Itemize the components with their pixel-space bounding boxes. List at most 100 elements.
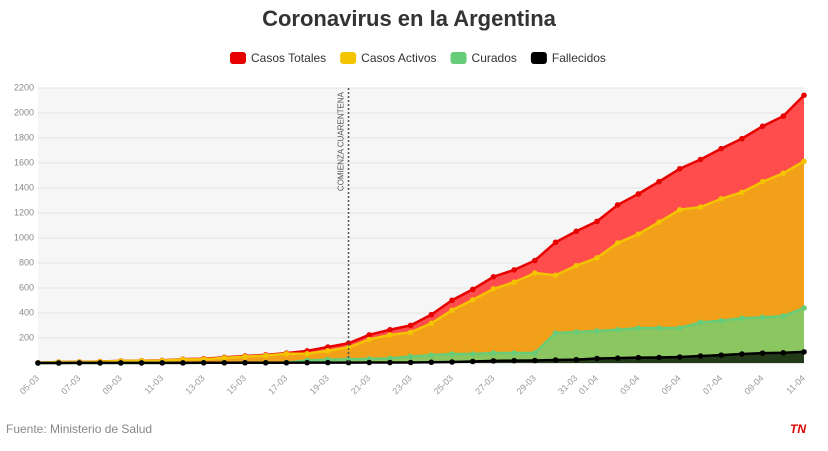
point <box>490 286 497 292</box>
point <box>511 357 517 364</box>
point <box>718 317 724 324</box>
legend-swatch <box>530 52 547 64</box>
y-tick-label: 600 <box>19 282 34 292</box>
point <box>676 354 683 360</box>
point <box>718 352 724 358</box>
x-tick-label: 11-04 <box>784 373 807 396</box>
legend-label: Curados <box>472 51 517 65</box>
point <box>594 328 600 334</box>
x-tick-label: 19-03 <box>308 373 331 396</box>
point <box>614 355 621 361</box>
y-tick-label: 400 <box>19 307 34 317</box>
point <box>532 257 538 264</box>
point <box>676 206 683 213</box>
point <box>697 353 704 359</box>
x-tick-label: 07-03 <box>59 373 82 396</box>
point <box>407 359 414 366</box>
point <box>511 279 517 286</box>
point <box>759 350 766 356</box>
point <box>407 353 414 360</box>
point <box>656 325 662 331</box>
point <box>656 354 662 361</box>
point <box>511 267 517 273</box>
point <box>449 307 455 314</box>
area <box>38 351 804 363</box>
x-tick-label: 31-03 <box>556 373 579 396</box>
point <box>759 314 766 321</box>
point <box>428 311 435 318</box>
y-tick-label: 2000 <box>14 107 34 117</box>
point <box>759 123 766 130</box>
x-tick-label: 15-03 <box>225 373 248 396</box>
x-tick-label: 11-03 <box>142 373 165 396</box>
point <box>138 360 145 366</box>
point <box>366 336 373 343</box>
point <box>801 158 807 165</box>
point <box>635 325 642 331</box>
y-tick-label: 1000 <box>14 232 34 242</box>
legend-swatch <box>230 52 246 64</box>
area <box>38 308 804 363</box>
point <box>469 358 476 365</box>
point <box>159 360 166 366</box>
point <box>656 219 662 225</box>
point <box>697 204 704 210</box>
point <box>55 360 62 366</box>
point <box>676 325 683 331</box>
point <box>780 113 787 119</box>
x-tick-label: 29-03 <box>515 373 538 396</box>
point <box>614 240 621 246</box>
x-tick-label: 17-03 <box>266 373 289 396</box>
x-tick-label: 25-03 <box>432 373 455 396</box>
point <box>345 359 352 366</box>
point <box>594 355 600 362</box>
point <box>200 359 207 366</box>
y-tick-label: 200 <box>19 332 34 342</box>
point <box>325 347 331 354</box>
x-tick-label: 23-03 <box>390 373 413 396</box>
point <box>780 170 787 177</box>
point <box>325 359 331 366</box>
chart-title: Coronavirus en la Argentina <box>262 6 557 31</box>
point <box>532 270 538 276</box>
point <box>387 355 393 362</box>
x-tick-label: 01-04 <box>577 373 600 396</box>
line <box>38 350 805 365</box>
y-tick-label: 800 <box>19 257 34 267</box>
point <box>718 145 724 152</box>
point <box>676 165 683 172</box>
point <box>490 273 497 280</box>
legend-label: Casos Totales <box>251 51 326 65</box>
line <box>37 160 805 364</box>
point <box>221 355 228 361</box>
point <box>345 340 352 347</box>
point <box>614 326 621 333</box>
point <box>573 329 580 335</box>
point <box>242 353 248 360</box>
point <box>635 354 642 361</box>
point <box>656 178 662 185</box>
point <box>614 202 621 208</box>
source: Fuente: Ministerio de Salud <box>6 422 152 436</box>
point <box>428 352 435 358</box>
point <box>697 319 704 326</box>
point <box>449 297 455 304</box>
point <box>283 359 290 366</box>
point <box>552 272 559 279</box>
y-tick-label: 1400 <box>14 182 34 192</box>
point <box>739 315 745 322</box>
point <box>552 330 559 336</box>
point <box>594 255 600 261</box>
x-tick-label: 13-03 <box>183 373 206 396</box>
x-tick-label: 03-04 <box>618 373 641 396</box>
x-tick-label: 27-03 <box>473 373 496 396</box>
point <box>573 262 580 269</box>
point <box>118 360 124 366</box>
point <box>573 228 580 235</box>
y-tick-label: 1800 <box>14 132 34 142</box>
point <box>511 350 517 356</box>
point <box>532 357 538 364</box>
annotation: COMIENZA CUARENTENA <box>337 91 346 191</box>
point <box>469 351 476 357</box>
point <box>407 329 414 336</box>
